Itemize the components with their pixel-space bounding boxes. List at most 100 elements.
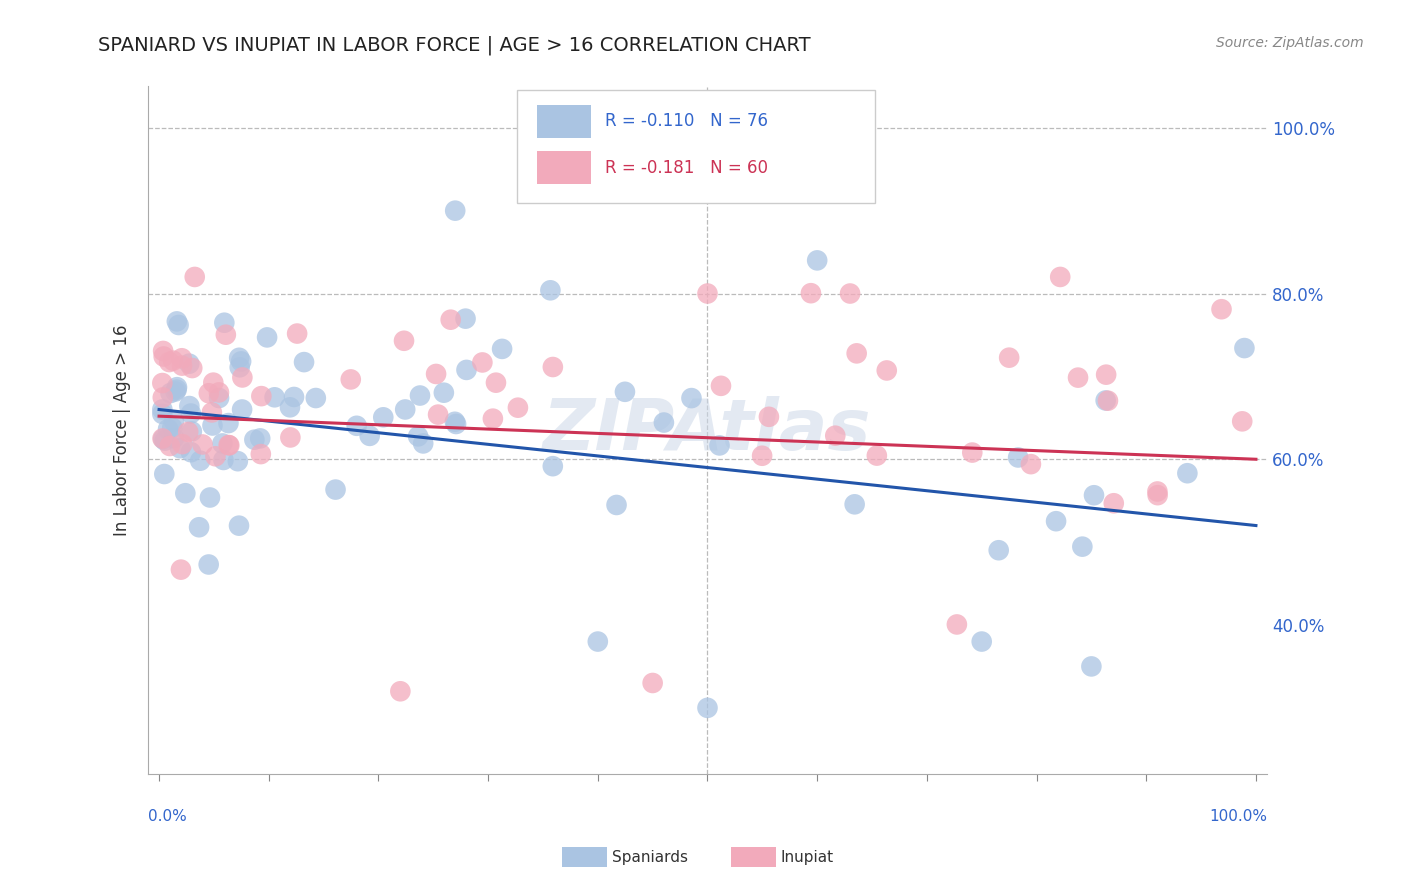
Point xyxy=(443,415,465,429)
Point xyxy=(613,384,636,399)
Point xyxy=(409,388,432,402)
Point xyxy=(1211,302,1233,317)
Point xyxy=(215,327,238,342)
Point xyxy=(440,312,463,326)
Point xyxy=(839,286,862,301)
Point xyxy=(180,407,202,421)
Point xyxy=(152,343,174,358)
Point xyxy=(1071,540,1094,554)
Point xyxy=(177,425,200,439)
Point xyxy=(1019,457,1042,471)
Point xyxy=(218,416,240,430)
Point xyxy=(844,497,866,511)
Point xyxy=(824,428,846,442)
Point xyxy=(218,438,240,452)
Point xyxy=(325,483,347,497)
Point xyxy=(166,380,188,394)
Point xyxy=(1232,414,1254,428)
Point xyxy=(153,434,176,448)
Point xyxy=(482,411,505,425)
Point xyxy=(541,359,564,374)
Point xyxy=(152,432,174,446)
Point xyxy=(485,376,508,390)
Point xyxy=(170,351,193,366)
Point xyxy=(427,408,450,422)
Point xyxy=(425,367,447,381)
Point xyxy=(710,379,733,393)
Point xyxy=(758,409,780,424)
Point xyxy=(153,467,176,481)
Point xyxy=(214,316,236,330)
Point xyxy=(444,417,467,431)
Point xyxy=(228,351,250,365)
Point xyxy=(180,425,202,439)
Point xyxy=(987,543,1010,558)
Point xyxy=(166,383,188,397)
Point xyxy=(696,701,718,715)
Point xyxy=(389,684,412,698)
Point xyxy=(412,436,434,450)
Point xyxy=(278,401,301,415)
Point xyxy=(305,391,328,405)
Point xyxy=(586,634,609,648)
Point xyxy=(162,420,184,434)
Point xyxy=(962,445,984,459)
Point xyxy=(1097,393,1119,408)
Point xyxy=(1233,341,1256,355)
Text: R = -0.110   N = 76: R = -0.110 N = 76 xyxy=(605,112,768,130)
Point xyxy=(198,491,221,505)
Point xyxy=(249,431,271,445)
Point xyxy=(541,459,564,474)
Point xyxy=(1007,450,1029,465)
Point xyxy=(208,385,231,400)
Point xyxy=(806,253,828,268)
Point xyxy=(163,431,186,445)
Point xyxy=(998,351,1021,365)
Point xyxy=(696,286,718,301)
Point xyxy=(152,391,174,405)
Point xyxy=(263,390,285,404)
Point xyxy=(506,401,529,415)
Point xyxy=(152,350,174,364)
Point xyxy=(165,384,187,399)
Point xyxy=(346,418,368,433)
Point xyxy=(1094,393,1116,408)
Point xyxy=(157,422,180,436)
Point xyxy=(1083,488,1105,502)
Point xyxy=(208,391,231,405)
Point xyxy=(204,450,226,464)
Text: 0.0%: 0.0% xyxy=(148,808,187,823)
Point xyxy=(491,342,513,356)
Point xyxy=(471,355,494,369)
Point xyxy=(1049,269,1071,284)
Point xyxy=(1095,368,1118,382)
Point xyxy=(1080,659,1102,673)
Point xyxy=(280,430,302,444)
Text: Inupiat: Inupiat xyxy=(780,850,834,864)
Point xyxy=(166,314,188,328)
Point xyxy=(174,486,197,500)
Point xyxy=(373,410,395,425)
Point xyxy=(1146,488,1168,502)
Text: ZIPAtlas: ZIPAtlas xyxy=(543,396,872,465)
Point xyxy=(250,389,273,403)
Point xyxy=(228,360,250,375)
Point xyxy=(202,376,225,390)
Point xyxy=(970,634,993,648)
Point xyxy=(159,386,181,401)
Text: R = -0.181   N = 60: R = -0.181 N = 60 xyxy=(605,159,768,177)
Point xyxy=(218,438,240,452)
Point xyxy=(709,438,731,452)
Text: 100.0%: 100.0% xyxy=(1209,808,1267,823)
Text: Spaniards: Spaniards xyxy=(612,850,688,864)
Point xyxy=(163,414,186,428)
Point xyxy=(1045,514,1067,528)
Point xyxy=(188,453,211,467)
Point xyxy=(456,363,478,377)
Point xyxy=(285,326,308,341)
Point xyxy=(250,447,273,461)
Point xyxy=(226,454,249,468)
FancyBboxPatch shape xyxy=(537,151,591,184)
Point xyxy=(392,334,415,348)
Point xyxy=(201,405,224,419)
